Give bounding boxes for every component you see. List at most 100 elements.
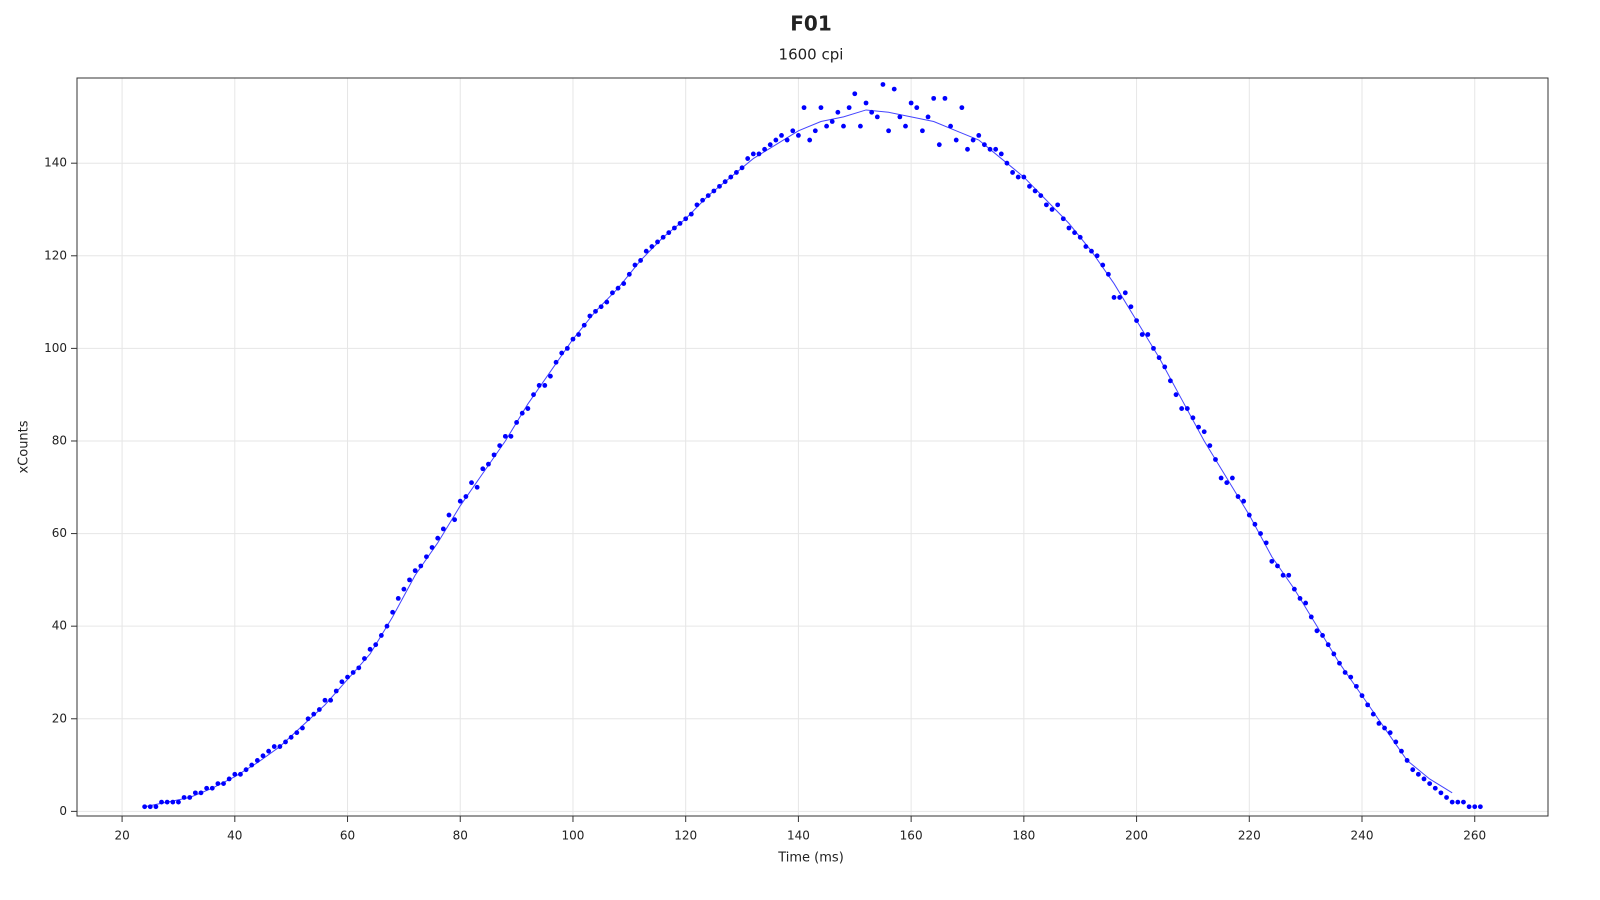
data-point [486, 461, 491, 467]
data-point [1201, 429, 1207, 435]
data-point [1072, 230, 1077, 236]
data-point [807, 137, 813, 143]
x-tick-label: 240 [1351, 829, 1374, 843]
data-point [700, 197, 705, 203]
data-point [649, 244, 655, 249]
data-point [328, 697, 334, 703]
plot-frame [76, 77, 1549, 817]
data-point [170, 799, 176, 805]
data-point [1387, 730, 1393, 736]
data-point [1252, 521, 1258, 527]
data-point [1235, 494, 1241, 499]
data-point [249, 762, 255, 768]
data-point [717, 183, 722, 189]
data-point [841, 123, 846, 129]
data-point [1055, 202, 1061, 208]
data-point [1275, 563, 1280, 569]
data-point [993, 146, 999, 152]
data-point [745, 156, 751, 161]
data-point [852, 91, 858, 97]
x-tick-label: 40 [227, 829, 242, 843]
data-point [1004, 160, 1010, 166]
data-point [677, 220, 683, 226]
y-tick-label: 0 [59, 804, 67, 818]
data-point [1060, 216, 1066, 222]
data-point [705, 193, 711, 198]
data-point [1365, 702, 1371, 708]
data-point [356, 665, 362, 671]
y-tick-label: 120 [44, 248, 67, 262]
data-point [305, 716, 311, 722]
data-point [390, 609, 396, 615]
data-point [891, 86, 897, 92]
data-point [514, 420, 520, 425]
data-point [226, 776, 232, 782]
data-point [204, 785, 210, 791]
data-point [728, 174, 734, 180]
x-tick-label: 140 [787, 829, 810, 843]
data-point [773, 137, 779, 143]
data-point [660, 234, 666, 240]
data-point [829, 119, 835, 124]
data-point [350, 670, 356, 675]
data-point [1213, 457, 1218, 462]
data-point [908, 100, 914, 106]
data-point [260, 753, 266, 759]
y-tick-label: 100 [44, 341, 67, 355]
data-point [198, 790, 204, 796]
data-point [412, 568, 418, 574]
data-point [953, 137, 959, 143]
data-point [395, 595, 401, 601]
data-point [598, 304, 604, 310]
x-tick-label: 180 [1012, 829, 1035, 843]
data-point [1122, 290, 1128, 296]
data-point [536, 383, 542, 388]
data-point [762, 146, 767, 152]
data-point [1128, 304, 1134, 310]
data-point [683, 216, 689, 222]
data-point [632, 262, 638, 268]
data-point [435, 535, 441, 541]
data-point [739, 165, 745, 171]
data-point [1134, 318, 1139, 324]
data-point [1410, 767, 1416, 773]
data-point [1359, 693, 1365, 699]
data-point [1111, 295, 1117, 300]
data-point [1010, 170, 1015, 175]
data-point [232, 771, 238, 777]
data-point [784, 137, 790, 143]
data-point [1342, 670, 1348, 675]
chart-subtitle: 1600 cpi [779, 46, 844, 64]
data-point [401, 586, 407, 592]
data-point [931, 95, 937, 101]
data-point [502, 433, 508, 439]
data-point [322, 697, 328, 703]
data-point [215, 781, 221, 786]
data-point [384, 623, 390, 629]
data-point [407, 577, 412, 583]
chart-title: F01 [790, 12, 832, 36]
data-point [1117, 295, 1123, 300]
data-point [976, 133, 982, 138]
data-point [936, 142, 942, 148]
data-point [812, 128, 818, 134]
data-point [925, 114, 931, 120]
data-point [373, 642, 379, 648]
data-point [790, 128, 796, 134]
data-point [1449, 799, 1455, 805]
data-point [767, 142, 773, 148]
data-point [1179, 406, 1185, 411]
data-point [863, 100, 869, 106]
data-point [643, 248, 649, 254]
data-point [1477, 804, 1483, 810]
data-point [176, 799, 181, 805]
data-point [1269, 558, 1275, 564]
x-tick-label: 160 [900, 829, 923, 843]
data-point [959, 105, 965, 111]
data-point [452, 517, 458, 523]
data-point [688, 211, 694, 217]
data-point [497, 443, 503, 449]
data-point [542, 383, 548, 388]
data-point [1066, 225, 1072, 231]
data-point [1151, 345, 1156, 351]
